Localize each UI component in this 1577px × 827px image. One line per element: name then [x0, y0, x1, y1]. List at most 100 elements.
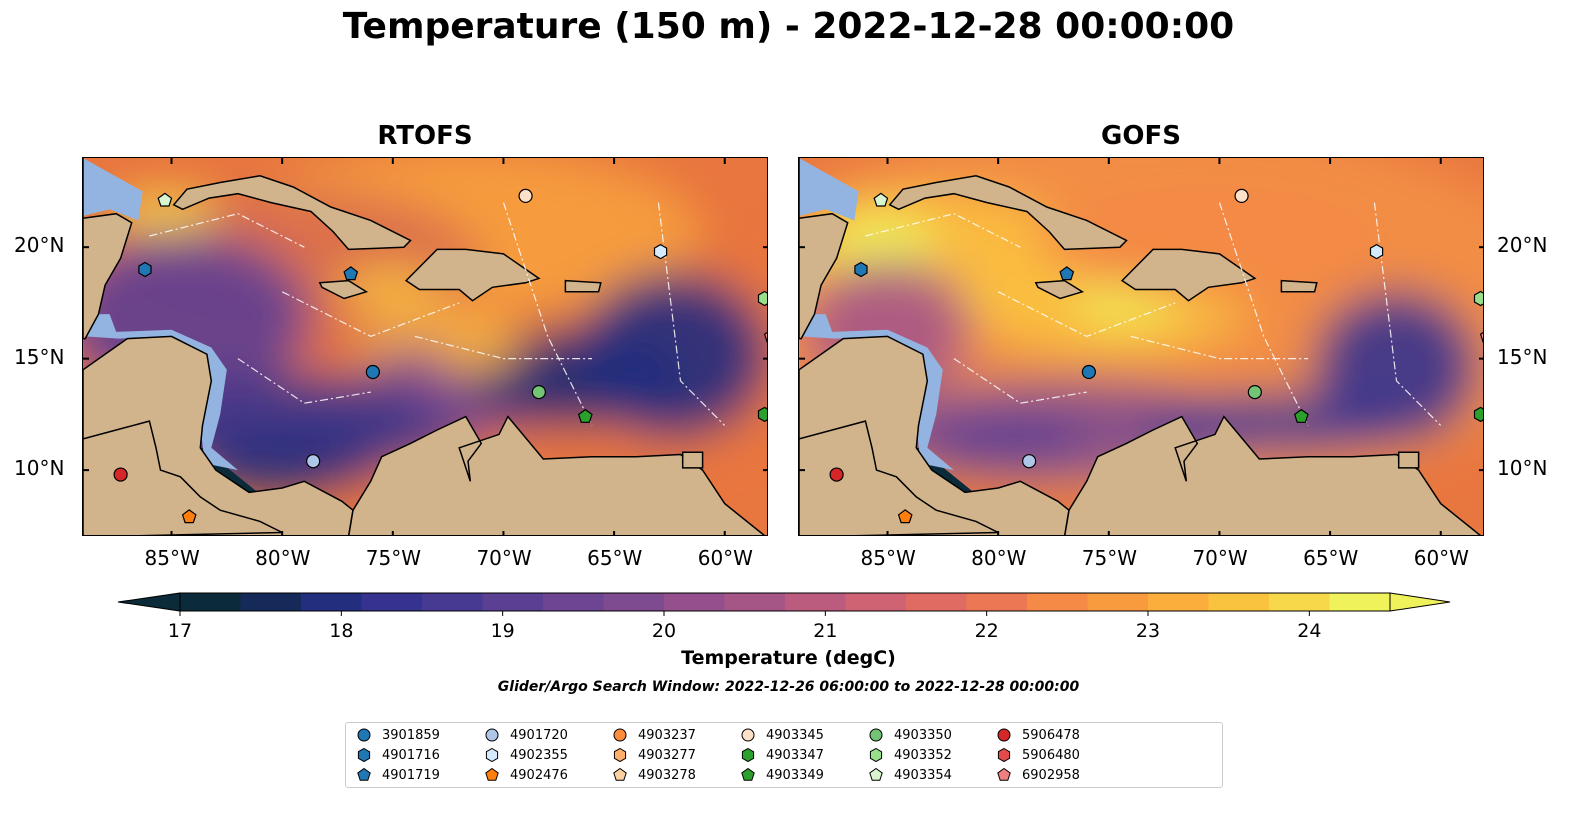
colorbar-tick-19: 19: [491, 620, 515, 642]
land-southAmerica: [1064, 415, 1481, 535]
float-marker-6902958[interactable]: [763, 329, 768, 343]
legend-label: 4903345: [766, 727, 824, 743]
lat-tick-2: 10°N: [14, 456, 65, 481]
land-pacificLand: [83, 420, 283, 535]
float-marker-4901719[interactable]: [1059, 266, 1075, 281]
legend-item-4901720: 4901720: [484, 727, 568, 743]
lon-tick-5: 60°W: [697, 546, 753, 570]
hexagon-marker-icon: [485, 747, 499, 763]
lat-tick-0: 20°N: [14, 233, 65, 258]
float-marker-4903349[interactable]: [577, 408, 593, 423]
legend-item-5906480: 5906480: [996, 747, 1080, 763]
lon-tick-1: 80°W: [255, 546, 311, 570]
circle-marker-icon: [741, 728, 755, 742]
float-marker-4901716[interactable]: [138, 261, 152, 278]
legend-item-4903278: 4903278: [612, 767, 696, 783]
colorbar-tick-21: 21: [813, 620, 837, 642]
lat-tick-0: 20°N: [1497, 233, 1548, 258]
lon-tick-0: 85°W: [860, 546, 916, 570]
legend-item-4902476: 4902476: [484, 767, 568, 783]
pentagon-marker-icon: [869, 767, 883, 781]
float-marker-4903347[interactable]: [1473, 406, 1485, 423]
float-marker-3901859[interactable]: [1081, 364, 1096, 380]
float-marker-4901720[interactable]: [1022, 454, 1037, 469]
float-marker-5906478[interactable]: [829, 467, 844, 482]
figure-title: Temperature (150 m) - 2022-12-28 00:00:0…: [342, 6, 1235, 47]
float-legend: 3901859 4901716 4901719 4901720 4902355 49024…: [345, 722, 1223, 788]
land-hispaniola: [404, 248, 541, 302]
legend-item-4903349: 4903349: [740, 767, 824, 783]
float-marker-4902476[interactable]: [897, 509, 913, 524]
lat-tick-2: 10°N: [1497, 456, 1548, 481]
land-trinidad: [681, 451, 704, 469]
float-marker-4901716[interactable]: [854, 261, 868, 278]
land-southAmerica: [348, 415, 765, 535]
hexagon-marker-icon: [741, 747, 755, 763]
legend-label: 4902476: [510, 767, 568, 783]
circle-marker-icon: [357, 728, 371, 742]
legend-item-4903345: 4903345: [740, 727, 824, 743]
float-marker-4903349[interactable]: [1293, 408, 1309, 423]
float-marker-6902958[interactable]: [1479, 329, 1484, 343]
float-marker-4901720[interactable]: [306, 454, 321, 469]
panel-title-gofs: GOFS: [1101, 121, 1181, 151]
float-marker-4903347[interactable]: [757, 406, 769, 423]
legend-label: 4903349: [766, 767, 824, 783]
lon-tick-4: 65°W: [1303, 546, 1359, 570]
hexagon-marker-icon: [997, 747, 1011, 763]
search-window-text: Glider/Argo Search Window: 2022-12-26 06…: [497, 679, 1080, 695]
legend-label: 4901719: [382, 767, 440, 783]
map-gofs[interactable]: [798, 157, 1484, 536]
float-marker-4903345[interactable]: [518, 188, 533, 204]
colorbar-tick-23: 23: [1136, 620, 1160, 642]
land-jamaica: [318, 279, 369, 300]
lat-tick-1: 15°N: [1497, 344, 1548, 369]
lon-tick-3: 70°W: [1192, 546, 1248, 570]
legend-label: 5906480: [1022, 747, 1080, 763]
hexagon-marker-icon: [357, 747, 371, 763]
legend-label: 4903237: [638, 727, 696, 743]
legend-label: 3901859: [382, 727, 440, 743]
legend-item-4903347: 4903347: [740, 747, 824, 763]
land-yucatan: [83, 158, 133, 340]
float-marker-5906478[interactable]: [113, 467, 128, 482]
colorbar: 17 18 19 20 21 22 23 24: [117, 592, 1451, 642]
colorbar-label: Temperature (degC): [681, 647, 896, 669]
float-marker-4902476[interactable]: [181, 509, 197, 524]
land-cuba: [172, 175, 412, 251]
float-marker-3901859[interactable]: [365, 364, 380, 380]
legend-label: 4903350: [894, 727, 952, 743]
float-marker-4901719[interactable]: [343, 266, 359, 281]
legend-label: 4903277: [638, 747, 696, 763]
hexagon-marker-icon: [869, 747, 883, 763]
pentagon-marker-icon: [485, 767, 499, 781]
legend-item-5906478: 5906478: [996, 727, 1080, 743]
hexagon-marker-icon: [613, 747, 627, 763]
lon-tick-0: 85°W: [144, 546, 200, 570]
colorbar-tick-17: 17: [168, 620, 192, 642]
land-hispaniola: [1120, 248, 1257, 302]
float-marker-4903354[interactable]: [157, 192, 173, 207]
map-rtofs[interactable]: [82, 157, 768, 536]
circle-marker-icon: [485, 728, 499, 742]
pentagon-marker-icon: [613, 767, 627, 781]
legend-label: 4903347: [766, 747, 824, 763]
float-marker-4903350[interactable]: [1247, 384, 1262, 400]
legend-item-3901859: 3901859: [356, 727, 440, 743]
float-marker-4903345[interactable]: [1234, 188, 1249, 204]
land-cuba: [888, 175, 1128, 251]
legend-label: 5906478: [1022, 727, 1080, 743]
colorbar-tick-18: 18: [329, 620, 353, 642]
float-marker-4903352[interactable]: [757, 290, 769, 307]
float-marker-4903350[interactable]: [531, 384, 546, 400]
float-marker-4902355[interactable]: [1369, 243, 1384, 260]
float-marker-4902355[interactable]: [653, 243, 668, 260]
land-pacificLand: [799, 420, 999, 535]
panel-title-rtofs: RTOFS: [377, 121, 473, 151]
legend-item-4902355: 4902355: [484, 747, 568, 763]
circle-marker-icon: [997, 728, 1011, 742]
float-marker-4903354[interactable]: [873, 192, 889, 207]
lat-tick-1: 15°N: [14, 344, 65, 369]
legend-label: 6902958: [1022, 767, 1080, 783]
float-marker-4903352[interactable]: [1473, 290, 1485, 307]
